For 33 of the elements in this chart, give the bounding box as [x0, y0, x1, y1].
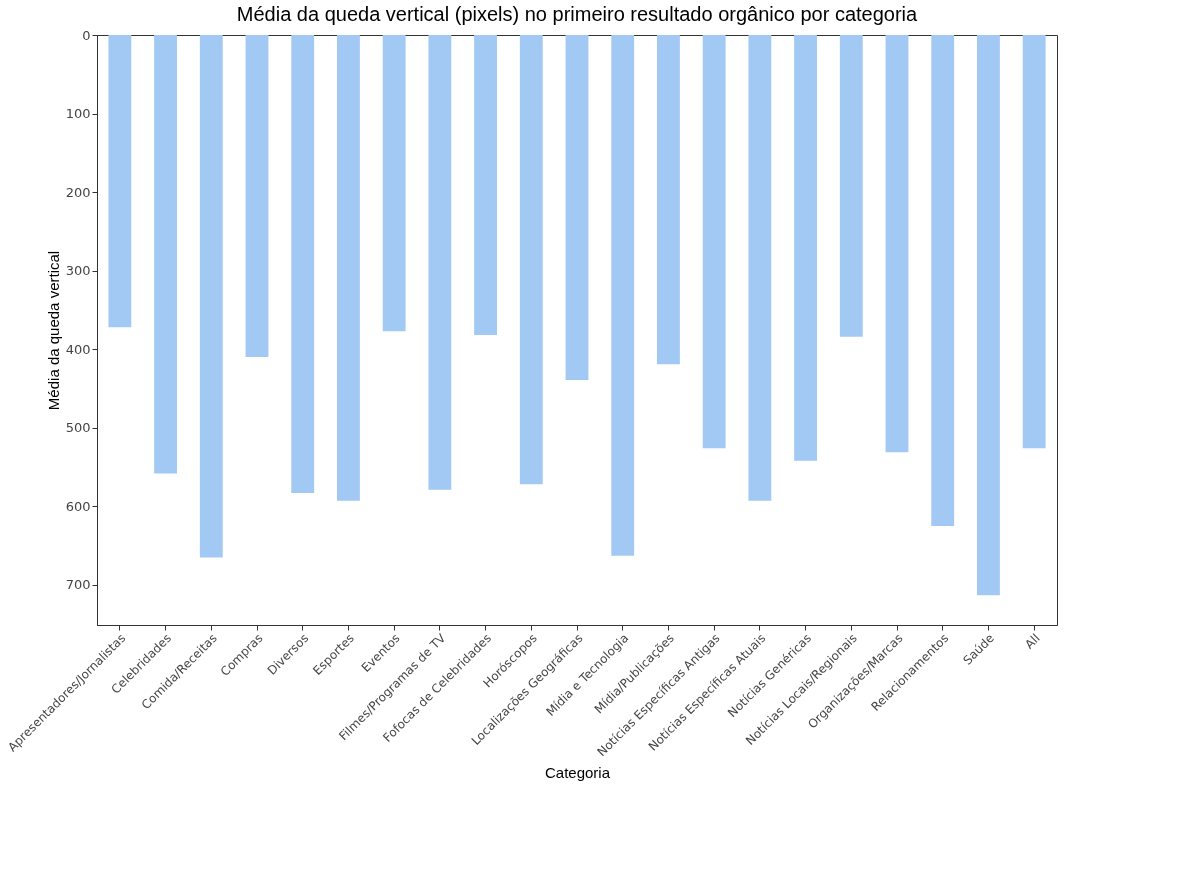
y-tick-label: 200 [65, 184, 91, 200]
bar [702, 35, 726, 449]
bar [519, 35, 543, 485]
chart-title: Média da queda vertical (pixels) no primeiro resultado orgânico por categoria [236, 3, 919, 25]
bar [977, 35, 1000, 596]
bar [199, 35, 223, 558]
bar [154, 35, 177, 474]
bar [931, 35, 955, 527]
bar [291, 35, 315, 494]
bar [657, 35, 680, 365]
y-tick-label: 100 [65, 106, 91, 122]
x-axis-title: Categoria [544, 764, 611, 782]
bar [245, 35, 269, 358]
bar [1022, 35, 1046, 449]
bar [428, 35, 452, 490]
bar [794, 35, 817, 461]
y-tick-label: 700 [65, 577, 91, 593]
bar [382, 35, 406, 332]
bar [108, 35, 132, 328]
y-axis-title: Média da queda vertical [44, 250, 62, 411]
bar [885, 35, 909, 453]
bar [611, 35, 635, 556]
y-tick-label: 300 [65, 263, 91, 279]
y-tick-label: 400 [65, 341, 91, 357]
bar [337, 35, 360, 501]
y-tick-label: 500 [65, 420, 91, 436]
bar [839, 35, 863, 337]
y-tick-label: 600 [65, 498, 91, 514]
bar [748, 35, 772, 501]
y-tick-label: 0 [82, 27, 91, 43]
x-tick-label: All [1022, 631, 1043, 652]
bar [474, 35, 497, 336]
bar [565, 35, 589, 380]
